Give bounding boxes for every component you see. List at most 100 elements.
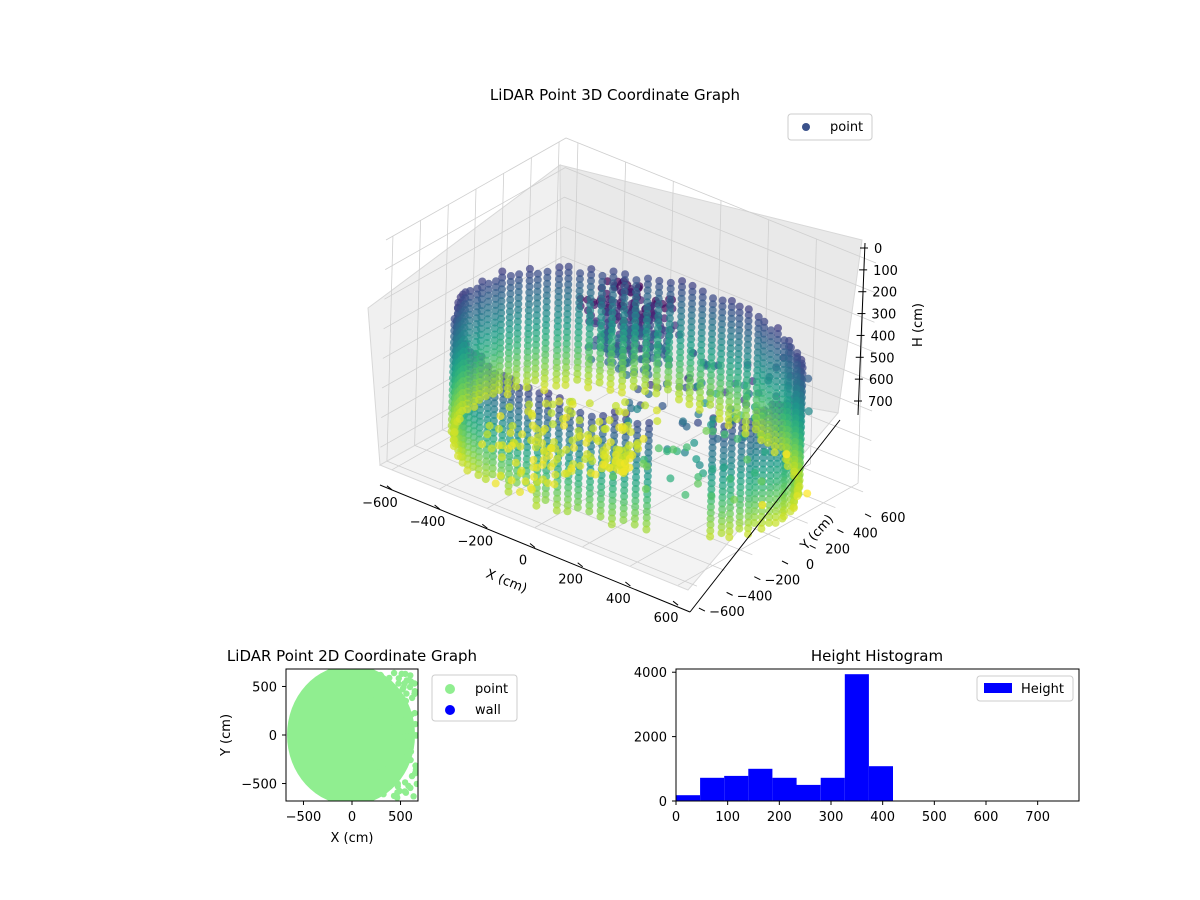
data-point — [718, 499, 727, 508]
data-point — [707, 485, 716, 494]
data-point — [641, 381, 650, 390]
legend-marker-wall — [445, 705, 455, 715]
data-point — [619, 323, 628, 332]
grid-line — [809, 238, 817, 464]
data-point — [539, 455, 548, 464]
data-point — [754, 324, 763, 333]
data-point — [573, 352, 582, 361]
data-point — [642, 525, 651, 534]
data-point — [631, 490, 640, 499]
data-point — [726, 350, 735, 359]
data-point — [795, 476, 804, 485]
data-point — [543, 285, 551, 294]
data-point — [634, 439, 642, 447]
data-point — [734, 367, 742, 376]
y-tick-mark — [809, 544, 816, 549]
data-point — [478, 440, 487, 449]
data-point — [652, 365, 661, 374]
data-point — [599, 412, 608, 420]
data-point — [619, 504, 628, 513]
data-point — [697, 352, 706, 361]
data-point — [553, 455, 562, 463]
data-point — [494, 441, 503, 450]
data-point — [484, 303, 493, 312]
data-point — [765, 513, 774, 521]
data-point — [766, 465, 775, 474]
data-point — [367, 769, 374, 776]
data-point — [505, 458, 514, 467]
data-point — [533, 293, 542, 302]
data-point — [664, 367, 673, 376]
data-point — [709, 294, 717, 303]
data-point — [745, 482, 754, 491]
data-point — [717, 338, 726, 346]
data-point — [505, 470, 513, 479]
data-point — [727, 308, 736, 317]
data-point — [698, 287, 707, 296]
data-point — [726, 509, 734, 518]
data-point — [716, 373, 725, 382]
data-point — [654, 300, 663, 309]
data-point — [730, 495, 739, 504]
data-point — [726, 356, 735, 365]
data-point — [540, 424, 549, 433]
data-point — [489, 371, 498, 380]
data-point — [685, 382, 694, 391]
data-point — [586, 477, 595, 486]
x-tick-mark — [386, 485, 393, 491]
data-point — [618, 382, 627, 391]
data-point — [644, 274, 652, 283]
data-point — [621, 270, 630, 279]
data-point — [708, 427, 717, 436]
data-point — [735, 512, 744, 521]
data-point — [411, 680, 418, 687]
data-point — [792, 390, 801, 399]
data-point — [523, 365, 532, 374]
data-point — [666, 474, 675, 483]
data-point — [532, 495, 541, 504]
data-point — [563, 316, 572, 324]
data-point — [642, 339, 651, 348]
data-point — [793, 492, 802, 501]
data-point — [792, 361, 801, 369]
data-point — [489, 383, 498, 392]
data-point — [719, 440, 728, 449]
data-point — [727, 444, 736, 453]
data-point — [535, 395, 544, 404]
data-point — [724, 415, 733, 424]
data-point — [531, 346, 540, 355]
data-point — [725, 527, 734, 536]
data-point — [607, 326, 616, 335]
data-point — [475, 372, 484, 381]
data-point — [608, 508, 617, 517]
data-point — [574, 334, 583, 343]
data-point — [547, 444, 556, 453]
data-point — [764, 432, 773, 441]
data-point — [716, 391, 725, 400]
data-point — [574, 316, 583, 325]
z-axis-label-3d: H (cm) — [911, 303, 926, 347]
data-point — [758, 483, 767, 492]
data-point — [791, 408, 800, 417]
data-point — [744, 500, 753, 509]
data-point — [482, 457, 491, 466]
data-point — [483, 327, 492, 336]
data-point — [743, 352, 752, 361]
data-point — [606, 438, 615, 447]
data-point — [743, 370, 752, 379]
data-point — [574, 328, 583, 337]
data-point — [484, 279, 493, 288]
data-point — [482, 362, 491, 371]
data-point — [525, 294, 534, 303]
data-point — [652, 371, 661, 380]
data-point — [477, 301, 486, 310]
data-point — [620, 288, 629, 296]
data-point — [531, 352, 540, 361]
data-point — [412, 762, 418, 769]
data-point — [726, 362, 735, 371]
data-point — [524, 324, 533, 333]
data-point — [511, 458, 520, 467]
data-point — [793, 349, 802, 358]
data-point — [554, 429, 563, 438]
data-point — [654, 312, 663, 321]
